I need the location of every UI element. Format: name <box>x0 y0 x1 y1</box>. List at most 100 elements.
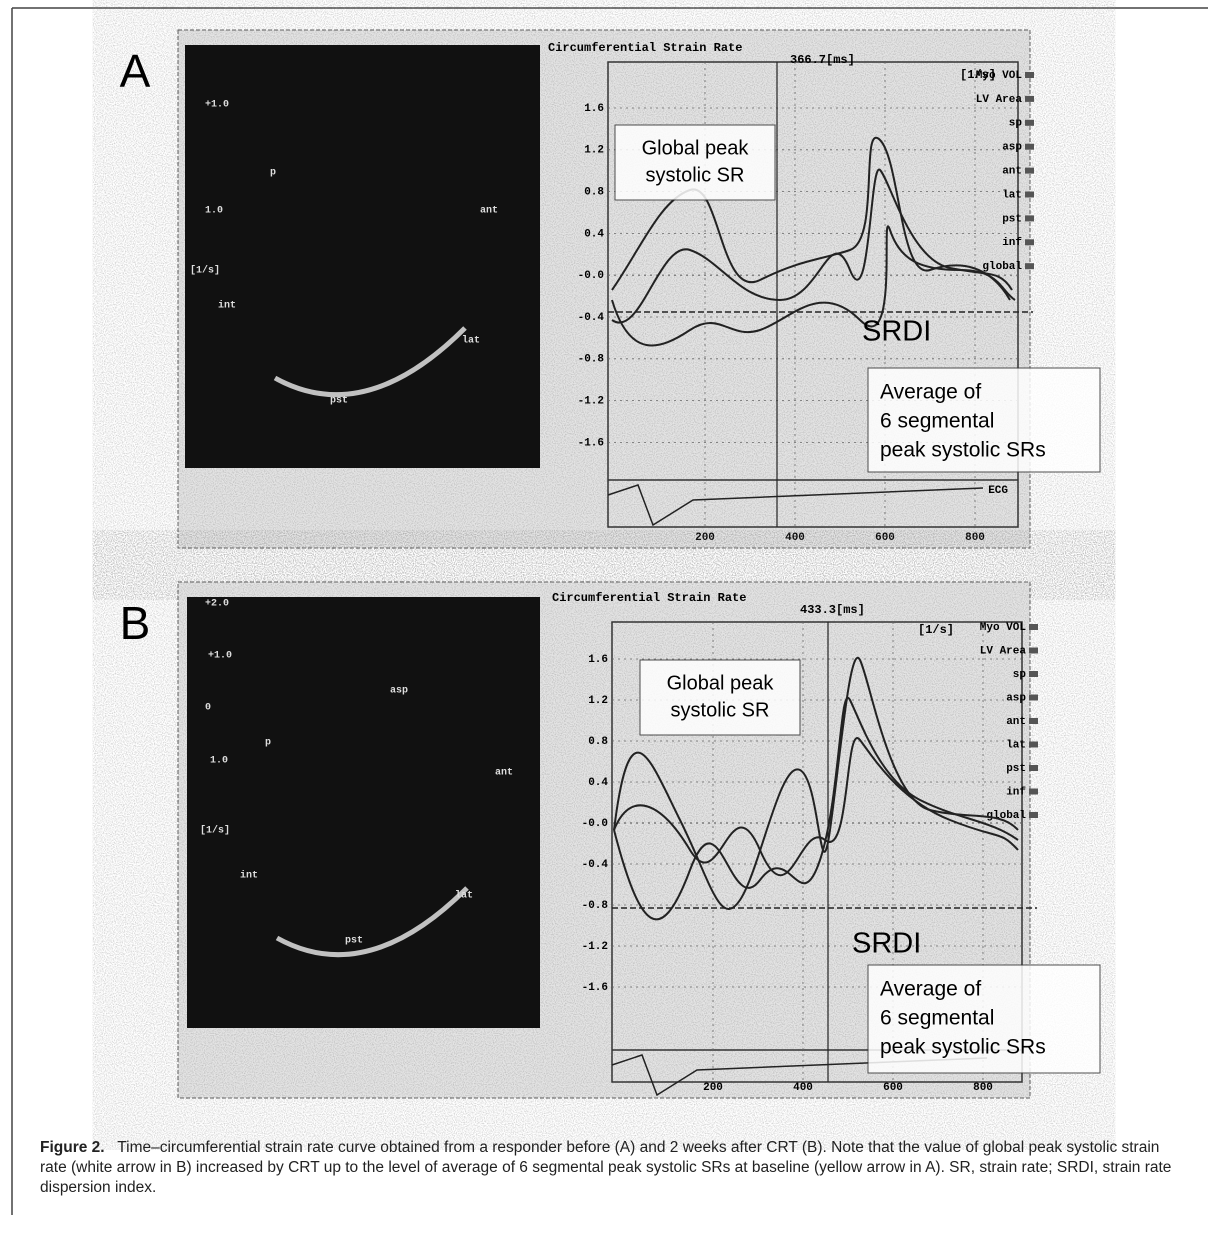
legend-entry: sp <box>1013 669 1027 681</box>
legend-entry: inf <box>1002 237 1022 249</box>
legend-swatch <box>1029 647 1038 654</box>
legend-entry: inf <box>1006 786 1026 798</box>
legend-entry: lat <box>1002 189 1022 201</box>
annotation-box <box>639 659 801 736</box>
y-tick-label: -1.6 <box>578 437 604 449</box>
x-tick-label: 200 <box>695 532 715 544</box>
y-tick-label: -1.2 <box>578 396 604 408</box>
echo-label: asp <box>390 686 408 697</box>
caption-text: Time–circumferential strain rate curve o… <box>40 1139 1172 1196</box>
y-tick-label: -0.0 <box>578 270 604 282</box>
echo-label: +1.0 <box>208 651 232 662</box>
legend-entry: asp <box>1002 142 1022 154</box>
ecg-label: ECG <box>988 485 1008 497</box>
annotation-box <box>867 964 1101 1074</box>
legend-entry: LV Area <box>976 94 1023 106</box>
ecg-trace <box>607 484 984 527</box>
unit-label: [1/s] <box>960 68 996 82</box>
echo-wall <box>273 326 467 398</box>
x-tick-label: 400 <box>785 532 805 544</box>
y-tick-label: -0.4 <box>582 859 609 871</box>
legend-entry: pst <box>1002 213 1022 225</box>
legend-entry: asp <box>1006 692 1026 704</box>
annotation-text: Average of <box>880 381 981 404</box>
legend-swatch <box>1029 671 1038 677</box>
annotation-box <box>614 124 776 201</box>
plot-title: Circumferential Strain Rate <box>548 41 742 55</box>
echo-label: int <box>218 300 236 312</box>
panel-label: B <box>120 597 151 649</box>
x-tick-label: 400 <box>793 1082 813 1094</box>
y-tick-label: 0.8 <box>588 736 608 748</box>
legend-entry: Myo VOL <box>980 622 1027 634</box>
echo-label: lat <box>462 335 480 347</box>
unit-label: [1/s] <box>918 623 954 637</box>
echo-label: 1.0 <box>210 756 228 767</box>
annotation-text: Average of <box>880 978 981 1001</box>
y-tick-label: -0.8 <box>582 900 609 912</box>
legend-entry: global <box>986 810 1026 822</box>
legend-entry: ant <box>1002 166 1022 178</box>
echo-image <box>187 597 540 1028</box>
legend-entry: pst <box>1006 763 1026 775</box>
time-readout: 366.7[ms] <box>790 53 855 67</box>
legend-swatch <box>1029 765 1038 771</box>
strain-curve <box>613 737 1019 877</box>
y-tick-label: -0.8 <box>578 354 605 366</box>
echo-label: [1/s] <box>190 265 220 277</box>
legend-swatch <box>1025 215 1034 222</box>
legend-swatch <box>1025 119 1034 126</box>
echo-label: 1.0 <box>205 206 223 217</box>
legend-swatch <box>1025 191 1034 198</box>
legend-entry: LV Area <box>980 645 1027 657</box>
echo-label: [1/s] <box>200 825 230 837</box>
legend-swatch <box>1025 72 1034 78</box>
x-tick-label: 800 <box>965 532 985 544</box>
plot-area <box>607 61 1019 528</box>
annotation-box <box>867 367 1101 473</box>
legend-swatch <box>1029 812 1038 818</box>
echo-label: lat <box>455 890 473 902</box>
y-tick-label: 1.2 <box>588 695 608 707</box>
y-tick-label: -1.6 <box>582 982 608 994</box>
caption-label: Figure 2. <box>40 1139 105 1156</box>
legend-swatch <box>1029 718 1038 724</box>
echo-label: +1.0 <box>205 100 229 111</box>
legend-swatch <box>1029 624 1038 630</box>
y-tick-label: 1.2 <box>584 145 604 157</box>
legend-swatch <box>1025 263 1034 270</box>
srdi-label: SRDI <box>862 316 931 348</box>
annotation-text: systolic SR <box>671 699 770 721</box>
x-tick-label: 600 <box>883 1082 903 1094</box>
y-tick-label: 0.4 <box>584 228 604 240</box>
y-tick-label: 1.6 <box>588 654 608 666</box>
x-tick-label: 200 <box>703 1082 723 1094</box>
annotation-text: Global peak <box>642 137 750 159</box>
strain-curve <box>613 696 1019 921</box>
echo-wall <box>275 886 469 958</box>
time-readout: 433.3[ms] <box>800 603 865 617</box>
legend-swatch <box>1025 95 1034 102</box>
plot-area <box>611 621 1023 1083</box>
echo-label: int <box>240 870 258 882</box>
legend-entry: lat <box>1006 739 1026 751</box>
annotation-text: 6 segmental <box>880 410 994 433</box>
annotation-text: peak systolic SRs <box>880 439 1046 462</box>
legend-swatch <box>1029 694 1038 701</box>
y-tick-label: 0.8 <box>584 187 604 199</box>
echo-label: 0 <box>205 703 211 714</box>
echo-label: p <box>270 168 276 179</box>
figure-frame <box>11 7 1208 1215</box>
annotation-text: Global peak <box>667 672 775 694</box>
echo-label: p <box>265 738 271 749</box>
caption: Figure 2. Time–circumferential strain ra… <box>40 1138 1190 1198</box>
annotation-text: 6 segmental <box>880 1007 994 1030</box>
y-tick-label: -1.2 <box>582 941 608 953</box>
y-tick-label: 1.6 <box>584 103 604 115</box>
echo-image <box>185 45 540 468</box>
strain-curve <box>611 168 1013 324</box>
plot-title: Circumferential Strain Rate <box>552 591 746 605</box>
legend-swatch <box>1025 167 1034 174</box>
